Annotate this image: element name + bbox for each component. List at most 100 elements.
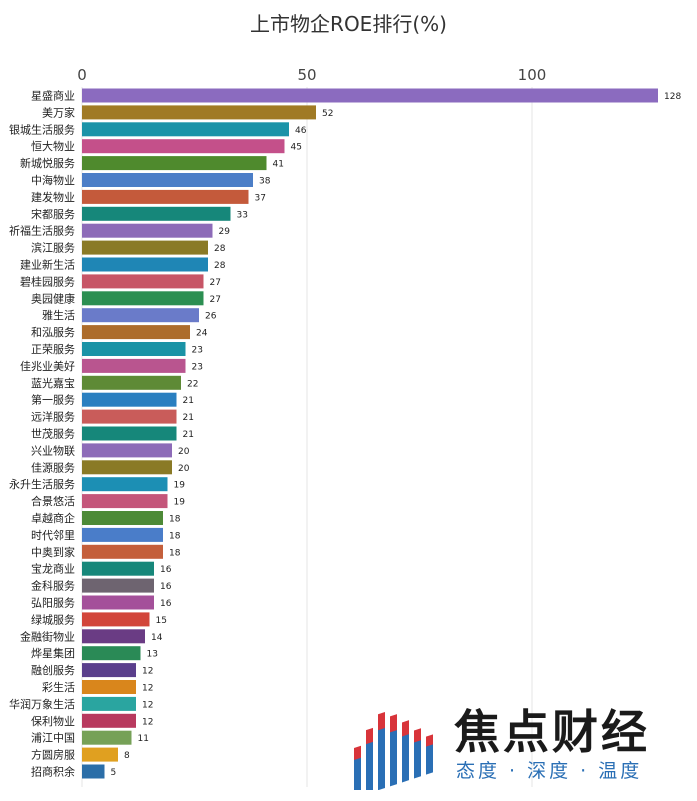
category-label: 中海物业	[31, 173, 75, 187]
brand-logo-icon	[354, 711, 433, 790]
category-label: 宝龙商业	[31, 562, 75, 576]
value-label: 33	[237, 210, 248, 220]
category-label: 金融街物业	[20, 629, 75, 643]
category-label: 浦江中国	[31, 732, 75, 745]
category-label: 银城生活服务	[9, 122, 75, 136]
category-label: 远洋服务	[31, 410, 75, 424]
bar	[82, 375, 181, 390]
value-label: 20	[178, 464, 190, 474]
category-label: 永升生活服务	[9, 477, 75, 491]
bar	[82, 612, 150, 627]
value-label: 14	[151, 633, 163, 643]
category-label: 兴业物联	[31, 443, 75, 457]
category-label: 方圆房服	[31, 748, 75, 762]
bar	[82, 747, 118, 762]
chart-title: 上市物企ROE排行(%)	[250, 12, 447, 36]
bar	[82, 730, 132, 745]
bar	[82, 527, 163, 542]
bar	[82, 595, 154, 610]
bar	[82, 274, 204, 289]
bar	[82, 646, 141, 661]
bar	[82, 426, 177, 441]
bars	[82, 88, 658, 779]
bar	[82, 477, 168, 492]
bar	[82, 105, 316, 120]
bar	[82, 156, 267, 171]
category-label: 烨星集团	[31, 646, 75, 660]
value-label: 22	[187, 379, 198, 389]
value-label: 12	[142, 667, 153, 677]
category-label: 祈福生活服务	[9, 224, 75, 238]
bar	[82, 511, 163, 525]
category-label: 卓越商企	[31, 511, 75, 525]
value-label: 5	[111, 768, 117, 778]
category-label: 弘阳服务	[31, 597, 75, 610]
brand-name: 焦点财经	[454, 705, 650, 759]
value-label: 38	[259, 177, 271, 187]
value-label: 45	[291, 143, 302, 153]
value-label: 37	[255, 193, 266, 203]
category-label: 融创服务	[31, 664, 75, 677]
category-labels: 星盛商业美万家银城生活服务恒大物业新城悦服务中海物业建发物业宋都服务祈福生活服务…	[9, 89, 75, 779]
value-label: 19	[174, 481, 186, 491]
category-label: 雅生活	[42, 308, 75, 322]
bar	[82, 460, 172, 475]
bar	[82, 696, 136, 711]
x-tick-label: 100	[518, 66, 547, 84]
value-label: 21	[183, 430, 194, 440]
category-label: 金科服务	[31, 579, 75, 593]
category-label: 新城悦服务	[20, 156, 75, 170]
x-axis-ticks: 0 50 100	[77, 66, 546, 84]
value-label: 21	[183, 413, 194, 423]
bar	[82, 308, 199, 323]
category-label: 蓝光嘉宝	[31, 376, 75, 390]
value-label: 19	[174, 498, 186, 508]
category-label: 宋都服务	[31, 207, 75, 221]
bar	[82, 578, 154, 593]
category-label: 彩生活	[42, 680, 75, 694]
value-label: 16	[160, 599, 172, 609]
category-label: 奥园健康	[31, 291, 75, 305]
value-label: 21	[183, 396, 194, 406]
category-label: 恒大物业	[31, 139, 75, 153]
category-label: 正荣服务	[31, 343, 75, 356]
category-label: 碧桂园服务	[20, 274, 75, 288]
value-label: 27	[210, 278, 221, 288]
value-label: 23	[192, 362, 203, 372]
category-label: 和泓服务	[31, 325, 75, 339]
bar	[82, 325, 190, 340]
value-label: 8	[124, 751, 130, 761]
bar	[82, 223, 213, 238]
category-label: 佳源服务	[31, 460, 75, 474]
value-label: 24	[196, 329, 208, 339]
value-label: 12	[142, 717, 153, 727]
bar	[82, 764, 105, 779]
category-label: 中奥到家	[31, 545, 75, 559]
value-label: 46	[295, 126, 307, 136]
value-label: 23	[192, 346, 203, 356]
bar	[82, 680, 136, 694]
category-label: 世茂服务	[31, 427, 75, 441]
brand-watermark: 焦点财经 态度 · 深度 · 温度	[348, 690, 678, 790]
bar	[82, 358, 186, 373]
value-label: 20	[178, 447, 190, 457]
value-label: 13	[147, 650, 158, 660]
value-label: 27	[210, 295, 221, 305]
bar	[82, 629, 145, 644]
bar	[82, 122, 289, 137]
value-label: 28	[214, 244, 226, 254]
bar	[82, 173, 253, 187]
category-label: 时代邻里	[31, 529, 75, 542]
category-label: 佳兆业美好	[20, 359, 75, 373]
category-label: 合景悠活	[31, 494, 75, 508]
bar	[82, 561, 154, 576]
bar	[82, 257, 208, 272]
value-label: 29	[219, 227, 231, 237]
category-label: 第一服务	[31, 393, 75, 407]
value-label: 18	[169, 515, 181, 525]
value-label: 52	[322, 109, 333, 119]
category-label: 滨江服务	[31, 241, 75, 255]
bar	[82, 443, 172, 458]
brand-slogan: 态度 · 深度 · 温度	[456, 760, 643, 782]
